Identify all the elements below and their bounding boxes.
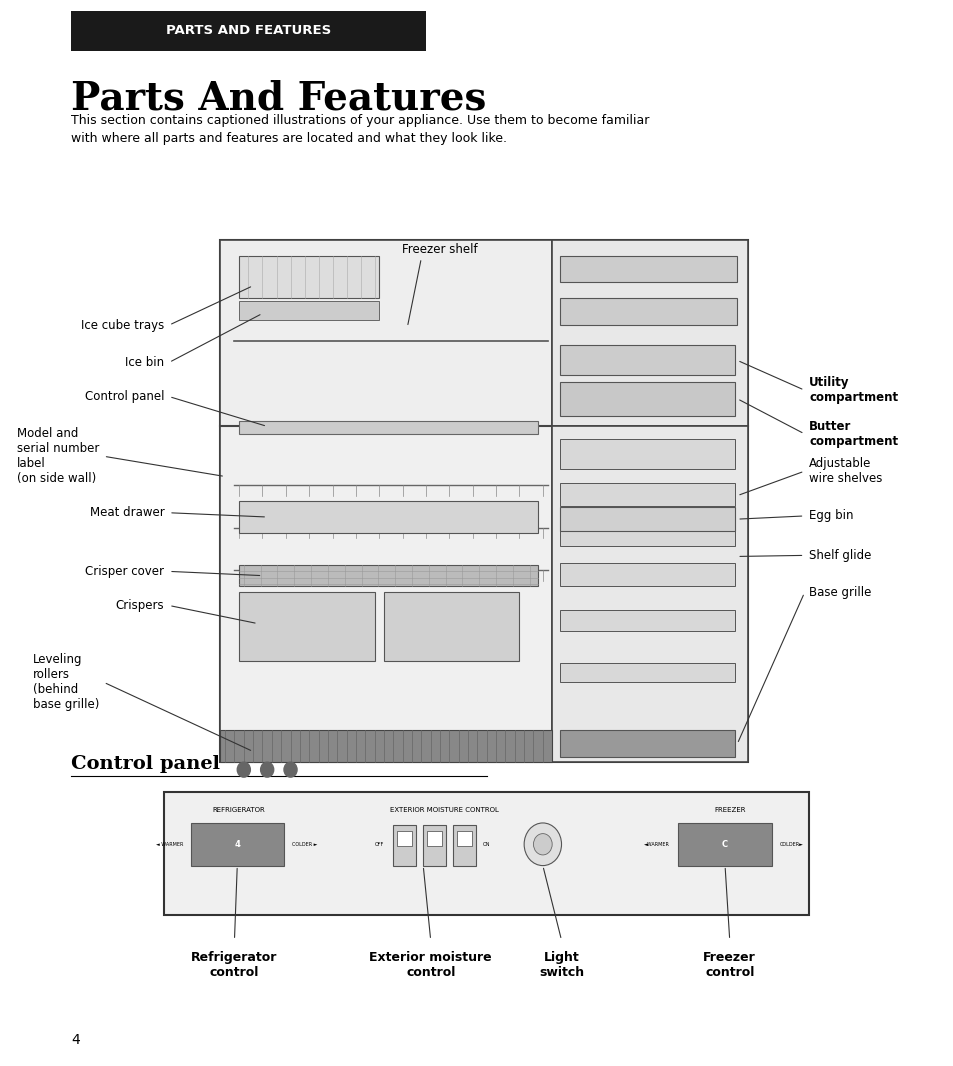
Bar (559, 483, 735, 506)
Bar (559, 522, 735, 546)
Text: 4: 4 (71, 1033, 80, 1047)
Text: EXTERIOR MOISTURE CONTROL: EXTERIOR MOISTURE CONTROL (390, 807, 498, 813)
Text: Shelf glide: Shelf glide (808, 549, 871, 562)
Text: Crisper cover: Crisper cover (85, 565, 164, 578)
Text: Ice cube trays: Ice cube trays (81, 319, 164, 332)
Circle shape (260, 762, 274, 777)
Text: Utility
compartment: Utility compartment (808, 376, 898, 404)
Bar (453, 825, 475, 866)
Bar (552, 426, 748, 762)
Text: Exterior moisture
control: Exterior moisture control (369, 951, 492, 979)
Text: ◄WARMER: ◄WARMER (643, 842, 669, 846)
Text: COLDER ►: COLDER ► (292, 842, 317, 846)
Bar (239, 421, 537, 434)
Text: Meat drawer: Meat drawer (90, 506, 164, 519)
Text: Control panel: Control panel (71, 755, 220, 773)
Bar (559, 439, 735, 469)
Bar (559, 610, 735, 631)
Bar (393, 825, 416, 866)
Text: Parts And Features: Parts And Features (71, 80, 486, 118)
Bar (559, 563, 735, 586)
Text: Model and
serial number
label
(on side wall): Model and serial number label (on side w… (16, 427, 99, 485)
FancyBboxPatch shape (164, 792, 808, 915)
Text: Base grille: Base grille (808, 586, 871, 599)
Text: COLDER►: COLDER► (780, 842, 803, 846)
Bar (559, 382, 735, 416)
Circle shape (523, 823, 561, 866)
Bar (456, 831, 472, 846)
Text: Control panel: Control panel (85, 390, 164, 403)
Bar (220, 240, 552, 426)
Bar (239, 592, 375, 661)
Text: Adjustable
wire shelves: Adjustable wire shelves (808, 457, 882, 485)
Bar (559, 730, 735, 757)
Text: Refrigerator
control: Refrigerator control (191, 951, 277, 979)
Text: Leveling
rollers
(behind
base grille): Leveling rollers (behind base grille) (32, 653, 99, 711)
Text: ◄ WARMER: ◄ WARMER (155, 842, 183, 846)
Bar (559, 345, 735, 375)
Text: 4: 4 (234, 840, 240, 849)
Text: Light
switch: Light switch (538, 951, 583, 979)
Bar (552, 240, 748, 426)
Bar (559, 663, 735, 682)
Bar (427, 831, 441, 846)
Text: ON: ON (482, 842, 490, 846)
Bar (239, 565, 537, 586)
Text: Butter
compartment: Butter compartment (808, 420, 898, 448)
Bar (239, 301, 379, 320)
Text: Freezer
control: Freezer control (702, 951, 756, 979)
Bar (423, 825, 445, 866)
Text: Crispers: Crispers (115, 599, 164, 612)
Text: REFRIGERATOR: REFRIGERATOR (213, 807, 265, 813)
Bar (220, 730, 552, 762)
Bar (559, 298, 737, 325)
Text: Freezer shelf: Freezer shelf (402, 243, 477, 256)
Text: PARTS AND FEATURES: PARTS AND FEATURES (166, 25, 331, 37)
Bar (191, 823, 284, 866)
Bar (559, 507, 735, 531)
Text: Egg bin: Egg bin (808, 510, 853, 522)
Bar (239, 256, 379, 298)
FancyBboxPatch shape (71, 11, 426, 51)
Bar (678, 823, 771, 866)
Text: FREEZER: FREEZER (713, 807, 744, 813)
Bar (220, 240, 748, 762)
Text: OFF: OFF (375, 842, 383, 846)
Bar (559, 256, 737, 282)
Circle shape (237, 762, 250, 777)
Text: This section contains captioned illustrations of your appliance. Use them to bec: This section contains captioned illustra… (71, 114, 649, 145)
Bar (396, 831, 412, 846)
Bar (383, 592, 519, 661)
Circle shape (533, 834, 552, 855)
Bar (239, 501, 537, 533)
Bar (220, 426, 552, 762)
Text: Ice bin: Ice bin (125, 356, 164, 369)
Text: C: C (721, 840, 727, 849)
Circle shape (284, 762, 296, 777)
